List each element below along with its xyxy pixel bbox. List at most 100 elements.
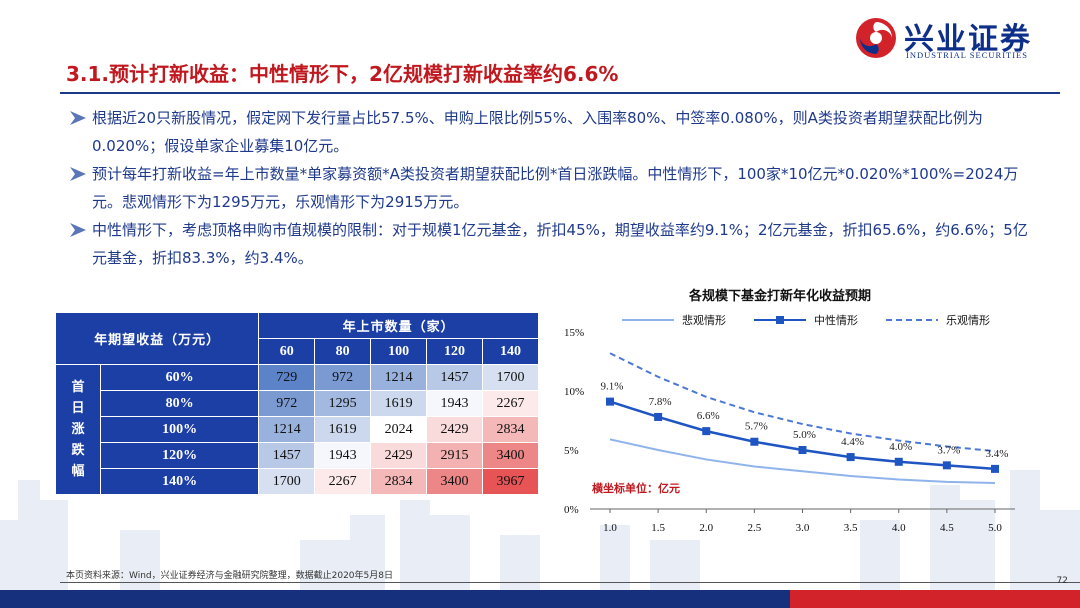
bullet-arrow-icon xyxy=(70,167,86,181)
x-tick-label: 1.0 xyxy=(603,522,617,534)
table-cell: 2429 xyxy=(426,416,483,443)
table-cell: 2429 xyxy=(370,442,428,469)
data-label: 6.6% xyxy=(697,410,720,422)
series-line-乐观情形 xyxy=(609,352,996,453)
table-row: 140% 1700 2267 2834 3400 3967 xyxy=(56,468,540,495)
data-point-marker xyxy=(702,427,711,436)
legend-marker xyxy=(776,316,784,324)
data-point-marker xyxy=(606,397,614,406)
data-label: 5.0% xyxy=(793,429,816,441)
bullet-item: 中性情形下，考虑顶格申购市值规模的限制：对于规模1亿元基金，折扣45%，期望收益… xyxy=(70,216,1030,272)
table-cell: 3400 xyxy=(481,442,540,469)
data-label: 7.8% xyxy=(649,396,672,408)
table-cell: 972 xyxy=(258,390,316,417)
table-column-header: 80 xyxy=(314,338,372,365)
footer-bar-blue xyxy=(0,590,790,608)
table-cell: 2834 xyxy=(481,416,540,443)
y-tick-label: 0% xyxy=(564,504,579,516)
table-cell: 1457 xyxy=(426,364,483,391)
data-point-marker xyxy=(942,461,951,470)
x-tick-label: 2.5 xyxy=(748,522,762,534)
table-row-header: 120% xyxy=(99,442,260,469)
table-cell: 3400 xyxy=(426,468,483,495)
table-row-header: 60% xyxy=(99,364,260,391)
y-tick-label: 5% xyxy=(564,445,579,457)
legend-label: 悲观情形 xyxy=(682,313,726,327)
income-sensitivity-table: 年期望收益（万元） 年上市数量（家） 60 80 100 120 140 首 日… xyxy=(54,312,540,495)
data-label: 3.4% xyxy=(986,448,1009,460)
data-label: 5.7% xyxy=(745,421,768,433)
x-tick-label: 3.0 xyxy=(796,522,810,534)
table-column-group-label: 年上市数量（家） xyxy=(258,312,539,339)
annual-return-line-chart: 0% 5% 10% 15% 1.0 1.5 2.0 2.5 3.0 3.5 4.0 4.5 5.0 9.1… xyxy=(564,313,1015,534)
table-row: 首 日 涨 跌 幅 60% 729 972 1214 1457 1700 xyxy=(55,364,540,495)
chart-annotation: 横坐标单位：亿元 xyxy=(592,481,680,495)
table-row: 120% 1457 1943 2429 2915 3400 xyxy=(56,442,540,469)
x-tick-label: 1.5 xyxy=(651,522,665,534)
data-point-marker xyxy=(894,457,903,466)
table-row: 100% 1214 1619 2024 2429 2834 xyxy=(56,416,540,443)
table-cell: 3967 xyxy=(481,468,540,495)
bullet-arrow-icon xyxy=(70,111,86,125)
table-cell: 1619 xyxy=(314,416,372,443)
table-cell: 1943 xyxy=(426,390,483,417)
x-tick-label: 3.5 xyxy=(844,522,858,534)
table-row-header: 140% xyxy=(99,468,260,495)
data-point-marker xyxy=(991,464,999,473)
table-cell: 2024 xyxy=(370,416,428,443)
x-tick-label: 4.5 xyxy=(940,522,954,534)
page-number: 72 xyxy=(1056,576,1068,586)
title-divider xyxy=(60,92,1060,94)
table-column-header: 140 xyxy=(481,338,540,365)
company-logo: 兴业证券 INDUSTRIAL SECURITIES xyxy=(852,12,1062,64)
table-row-header: 80% xyxy=(99,390,260,417)
page-title: 3.1.预计打新收益：中性情形下，2亿规模打新收益率约6.6% xyxy=(66,62,619,86)
x-tick-label: 4.0 xyxy=(892,522,906,534)
data-label: 9.1% xyxy=(601,381,624,393)
table-column-header: 60 xyxy=(258,338,316,365)
bullet-text: 中性情形下，考虑顶格申购市值规模的限制：对于规模1亿元基金，折扣45%，期望收益… xyxy=(92,221,1028,267)
legend-label: 中性情形 xyxy=(814,313,858,327)
bullet-item: 预计每年打新收益=年上市数量*单家募资额*A类投资者期望获配比例*首日涨跌幅。中… xyxy=(70,160,1030,216)
table-cell: 1700 xyxy=(481,364,540,391)
table-cell: 1700 xyxy=(258,468,316,495)
table-column-header: 120 xyxy=(426,338,483,365)
table-column-header: 100 xyxy=(370,338,428,365)
table-cell: 1214 xyxy=(258,416,316,443)
table-cell: 1619 xyxy=(370,390,428,417)
logo-english-name: INDUSTRIAL SECURITIES xyxy=(906,50,1028,60)
y-tick-label: 10% xyxy=(564,386,584,398)
table-corner-label: 年期望收益（万元） xyxy=(54,312,260,365)
footer-bar-red xyxy=(790,590,1080,608)
table-row-header: 100% xyxy=(99,416,260,443)
data-label: 4.4% xyxy=(841,436,864,448)
footer-source: 本页资料来源：Wind，兴业证券经济与金融研究院整理，数据截止2020年5月8日 xyxy=(66,571,393,581)
bullet-text: 根据近20只新股情况，假定网下发行量占比57.5%、申购上限比例55%、入围率8… xyxy=(92,109,983,155)
bullet-list: 根据近20只新股情况，假定网下发行量占比57.5%、申购上限比例55%、入围率8… xyxy=(70,104,1030,272)
bullet-arrow-icon xyxy=(70,223,86,237)
chart-title: 各规模下基金打新年化收益预期 xyxy=(688,289,871,304)
table-cell: 1943 xyxy=(314,442,372,469)
data-label: 4.0% xyxy=(889,441,912,453)
table-cell: 1214 xyxy=(370,364,428,391)
y-tick-label: 15% xyxy=(564,327,584,339)
table-row-group-label: 首 日 涨 跌 幅 xyxy=(55,364,101,495)
x-tick-label: 5.0 xyxy=(988,522,1002,534)
data-point-marker xyxy=(654,412,663,421)
data-point-marker xyxy=(846,453,855,462)
table-cell: 972 xyxy=(314,364,372,391)
footer-divider xyxy=(60,582,1080,583)
data-label: 3.7% xyxy=(937,444,960,456)
bullet-text: 预计每年打新收益=年上市数量*单家募资额*A类投资者期望获配比例*首日涨跌幅。中… xyxy=(92,165,1019,211)
x-tick-label: 2.0 xyxy=(699,522,713,534)
table-cell: 2267 xyxy=(314,468,372,495)
data-point-marker xyxy=(750,437,759,446)
table-cell: 2834 xyxy=(370,468,428,495)
table-cell: 1457 xyxy=(258,442,316,469)
logo-swirl-icon xyxy=(856,18,896,58)
table-cell: 2915 xyxy=(426,442,483,469)
data-point-marker xyxy=(798,446,807,454)
table-cell: 1295 xyxy=(314,390,372,417)
table-cell: 2267 xyxy=(481,390,540,417)
